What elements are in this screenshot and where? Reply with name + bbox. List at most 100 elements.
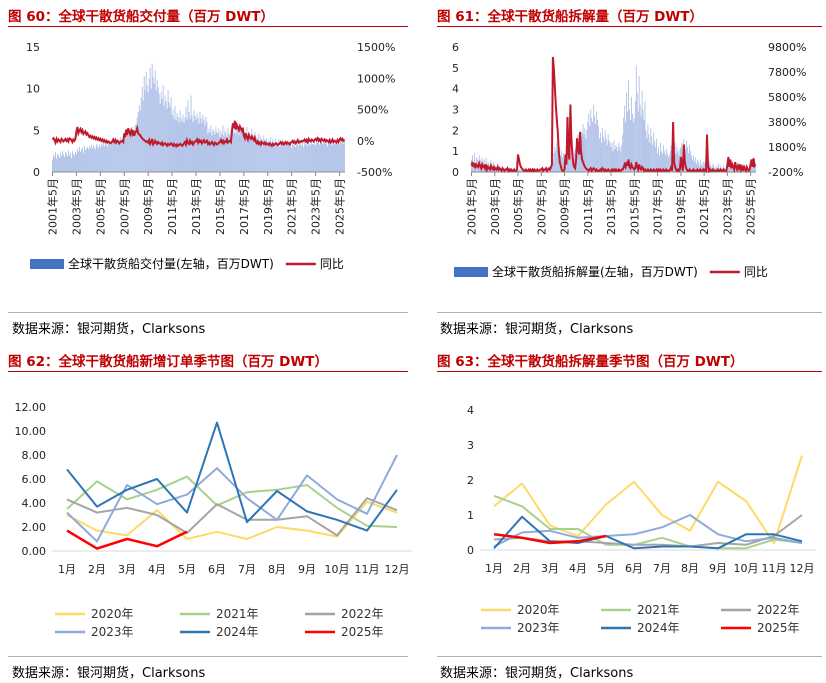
fig60-legend-bar-label: 全球干散货船交付量(左轴，百万DWT) [68,256,274,271]
fig60-bar [135,123,137,172]
fig60-bar [174,106,176,172]
fig60-source: 数据来源：银河期货，Clarksons [12,322,206,337]
fig61-bar [558,153,560,172]
fig61-bar [614,149,616,172]
fig61-bar [600,142,602,172]
fig60-bar [110,140,112,172]
fig62-x-tick: 3月 [118,563,136,576]
fig60-bar [149,67,151,172]
fig61-bar [651,136,653,172]
fig60-bar [202,115,204,172]
fig60-bar [279,147,281,172]
fig60-bar [213,131,215,172]
fig63-series-line [493,533,607,545]
fig61-yoy-line [470,56,757,174]
fig60-bar [146,85,148,172]
fig61-bar [625,122,627,172]
fig61-bar [695,163,697,172]
fig60-bar [342,137,343,172]
fig61-bar [473,153,475,172]
fig60-bar [218,128,220,172]
fig60-bar [88,146,90,172]
fig61-bar [594,115,596,172]
fig61-bar [622,134,624,172]
fig60-bar [240,131,242,172]
fig61-bar [582,124,584,172]
fig62-x-tick: 4月 [148,563,166,576]
fig60-bar [156,80,158,172]
fig61-bar [555,151,557,172]
fig60-x-tick: 2011年5月 [165,178,179,235]
fig60-bar [233,132,235,172]
fig60-bar [262,141,264,172]
fig61-bar [583,134,585,172]
fig60-bar [336,143,337,172]
fig60-bar [68,150,69,172]
fig60-bar [322,143,324,172]
fig61-bar [635,65,637,172]
fig61-bar [597,119,598,172]
fig60-bar [318,137,320,172]
fig63-x-tick: 1月 [485,562,503,575]
fig61-bar [685,149,687,172]
fig60-bar [333,142,334,172]
fig60-bar [56,158,57,172]
fig60-bar [293,145,295,172]
fig60-bar [311,140,313,172]
fig61-bar [604,130,606,172]
fig60-bar [257,140,259,172]
fig61-bar [665,149,667,172]
fig61-bar [593,105,595,172]
fig60-bar [128,128,130,172]
fig60-bar [337,144,338,172]
fig60-bar [211,135,213,172]
fig61-bar [623,117,625,172]
fig61-bar [716,165,718,172]
fig60-bar [260,136,262,172]
fig61-bar [568,155,569,172]
fig60-bar [221,134,223,172]
fig61-legend-bar-label: 全球干散货船拆解量(左轴，百万DWT) [492,264,698,279]
fig61-y-right-tick: -200% [768,166,803,179]
fig61-bar [624,105,626,172]
fig60-bar [312,143,314,172]
fig61-bar [595,124,596,172]
fig60-bar [58,155,59,172]
fig60-bar [62,151,63,172]
fig60-bar [75,153,77,172]
fig60-bar [55,152,56,172]
fig61-bar [606,144,608,172]
fig60-bar [205,117,207,172]
fig61-bar [631,97,632,172]
fig61-bar [752,167,754,172]
fig60-bar [330,138,331,172]
fig60-bar [319,144,321,172]
fig60-bar [267,145,269,172]
fig60-bar [127,135,129,172]
fig60-bar [131,127,133,172]
fig62-series-line [66,421,398,532]
fig61-bar [563,153,564,172]
fig60-bar [220,131,222,172]
fig60-x-tick: 2007年5月 [117,178,131,235]
fig61-bar [690,151,691,172]
fig61-bar [701,165,703,172]
fig60-bar [299,141,301,172]
fig60-bar [150,88,152,172]
fig60-bar [290,141,292,172]
fig60-bar [208,128,210,172]
fig60-bar [132,130,134,172]
fig60-bar [76,148,78,172]
fig62-x-tick: 1月 [58,563,76,576]
fig61-bar [730,165,732,172]
fig60-bar [138,105,140,172]
fig61-bar [616,147,618,172]
fig62-y-tick: 2.00 [22,521,47,534]
fig60-bar [327,146,328,172]
fig61-x-tick: 2023年5月 [720,178,734,235]
fig60-bar [159,103,161,172]
fig63-legend-label: 2022年 [757,603,800,617]
fig60-bar [253,136,255,172]
fig61-bar [591,117,593,172]
fig62-series-line [66,529,188,550]
